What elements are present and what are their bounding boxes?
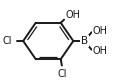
Text: B: B bbox=[81, 36, 88, 46]
Text: OH: OH bbox=[65, 10, 80, 20]
Text: Cl: Cl bbox=[3, 36, 12, 46]
Text: OH: OH bbox=[93, 46, 108, 56]
Text: OH: OH bbox=[93, 26, 108, 36]
Text: Cl: Cl bbox=[57, 69, 67, 79]
